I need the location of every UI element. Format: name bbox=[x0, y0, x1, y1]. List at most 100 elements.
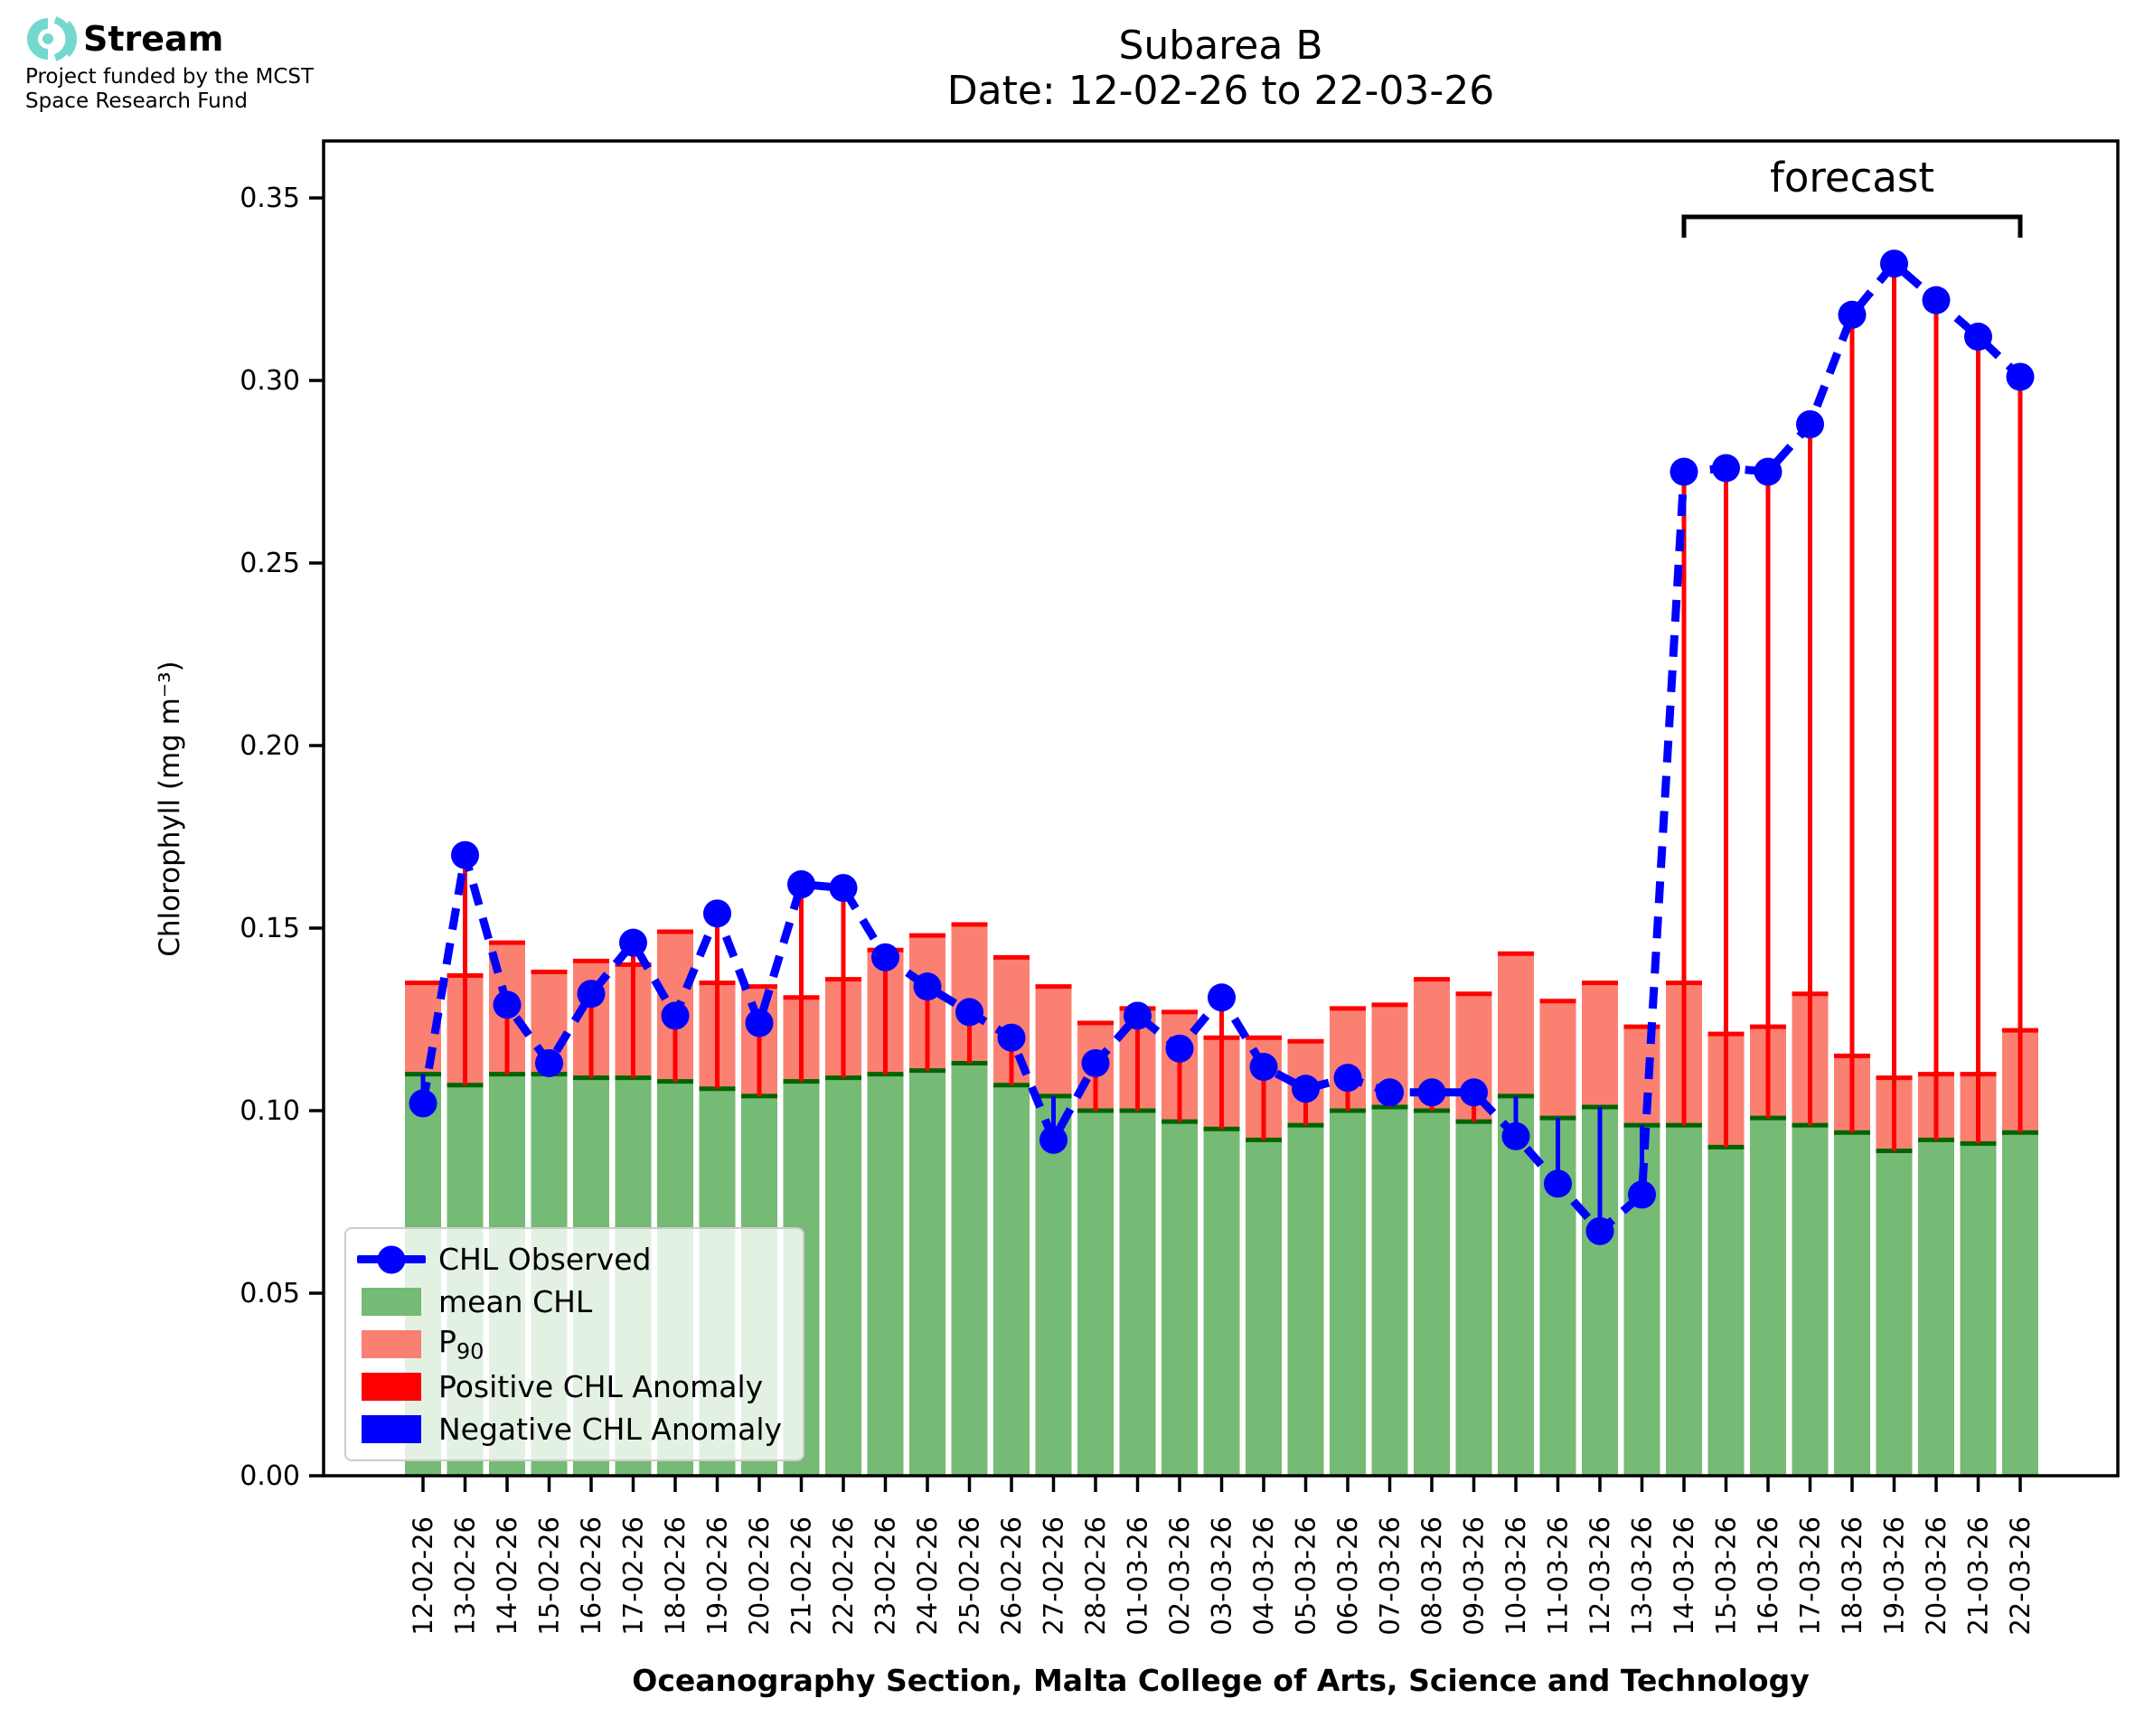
x-tick-label: 18-02-26 bbox=[660, 1516, 691, 1636]
chart-title-line2: Date: 12-02-26 to 22-03-26 bbox=[946, 68, 1495, 114]
x-tick-label: 22-02-26 bbox=[828, 1516, 859, 1636]
x-tick-label: 06-03-26 bbox=[1332, 1516, 1363, 1636]
x-tick-label: 17-02-26 bbox=[618, 1516, 649, 1636]
observed-point bbox=[1460, 1078, 1488, 1107]
observed-point bbox=[1501, 1121, 1530, 1150]
legend-item-positive-anomaly: Positive CHL Anomaly bbox=[355, 1366, 803, 1408]
bar-mean-chl bbox=[1750, 1118, 1786, 1476]
forecast-label: forecast bbox=[1770, 154, 1934, 202]
legend-item-mean-chl: mean CHL bbox=[355, 1281, 803, 1323]
observed-point bbox=[955, 998, 983, 1027]
x-tick-label: 07-03-26 bbox=[1375, 1516, 1406, 1636]
x-tick-label: 03-03-26 bbox=[1207, 1516, 1237, 1636]
bar-mean-chl bbox=[1246, 1140, 1282, 1476]
observed-point bbox=[1628, 1180, 1656, 1209]
bar-mean-chl bbox=[1498, 1095, 1534, 1476]
observed-point bbox=[577, 980, 606, 1009]
x-tick-label: 09-03-26 bbox=[1459, 1516, 1490, 1636]
observed-point bbox=[1249, 1053, 1278, 1082]
x-tick-label: 16-02-26 bbox=[576, 1516, 607, 1636]
y-tick-label: 0.15 bbox=[240, 913, 300, 944]
observed-point bbox=[913, 972, 942, 1001]
y-tick-label: 0.10 bbox=[240, 1095, 300, 1127]
bar-mean-chl bbox=[825, 1077, 861, 1476]
bar-mean-chl bbox=[2002, 1132, 2038, 1476]
observed-point bbox=[1292, 1074, 1320, 1103]
chart-title: Subarea B Date: 12-02-26 to 22-03-26 bbox=[324, 23, 2118, 114]
observed-point bbox=[1417, 1078, 1446, 1107]
observed-point bbox=[1880, 249, 1908, 278]
observed-point bbox=[1544, 1169, 1572, 1198]
observed-point bbox=[1376, 1078, 1404, 1107]
bar-mean-chl bbox=[1960, 1143, 1997, 1476]
bar-mean-chl bbox=[1414, 1111, 1450, 1476]
x-tick-label: 13-02-26 bbox=[450, 1516, 481, 1636]
x-tick-label: 21-02-26 bbox=[786, 1516, 817, 1636]
y-tick-label: 0.35 bbox=[240, 183, 300, 214]
stream-ripple-icon bbox=[27, 16, 78, 61]
y-axis-label: Chlorophyll (mg m⁻³) bbox=[154, 661, 186, 957]
observed-point bbox=[1124, 1001, 1152, 1030]
positive-anomaly-swatch-icon bbox=[362, 1373, 421, 1401]
bar-mean-chl bbox=[909, 1070, 945, 1476]
logo-funding-line2: Space Research Fund bbox=[25, 89, 248, 113]
y-tick-label: 0.05 bbox=[240, 1278, 300, 1309]
observed-point bbox=[2006, 362, 2035, 391]
x-tick-label: 16-03-26 bbox=[1753, 1516, 1783, 1636]
bar-mean-chl bbox=[1792, 1125, 1829, 1476]
x-tick-label: 15-02-26 bbox=[534, 1516, 565, 1636]
y-tick-label: 0.30 bbox=[240, 365, 300, 397]
observed-point bbox=[409, 1089, 437, 1118]
p90-swatch-icon bbox=[362, 1330, 421, 1358]
legend-item-negative-anomaly: Negative CHL Anomaly bbox=[355, 1409, 803, 1450]
observed-point bbox=[1585, 1216, 1614, 1245]
mean-chl-swatch-icon bbox=[362, 1288, 421, 1316]
bar-mean-chl bbox=[1371, 1106, 1408, 1476]
bar-mean-chl bbox=[1707, 1147, 1745, 1476]
bar-mean-chl bbox=[1876, 1150, 1913, 1476]
x-tick-label: 12-03-26 bbox=[1585, 1516, 1615, 1636]
stream-logo: Stream Project funded by the MCST Space … bbox=[25, 16, 314, 114]
x-tick-label: 02-03-26 bbox=[1164, 1516, 1195, 1636]
x-tick-label: 05-03-26 bbox=[1291, 1516, 1322, 1636]
x-tick-label: 22-03-26 bbox=[2005, 1516, 2036, 1636]
bar-mean-chl bbox=[951, 1063, 988, 1476]
x-tick-label: 17-03-26 bbox=[1795, 1516, 1826, 1636]
observed-point bbox=[1208, 983, 1236, 1012]
x-tick-label: 23-02-26 bbox=[870, 1516, 901, 1636]
observed-point bbox=[1712, 454, 1740, 483]
logo-brand: Stream bbox=[83, 19, 224, 59]
bar-mean-chl bbox=[1162, 1121, 1198, 1476]
bar-mean-chl bbox=[1077, 1111, 1114, 1476]
legend-label: Negative CHL Anomaly bbox=[438, 1412, 783, 1447]
observed-point bbox=[829, 874, 858, 903]
x-tick-label: 10-03-26 bbox=[1500, 1516, 1531, 1636]
x-tick-label: 01-03-26 bbox=[1123, 1516, 1153, 1636]
legend: CHL Observed mean CHL P90 Positive CHL A… bbox=[344, 1227, 804, 1461]
forecast-bracket bbox=[1681, 214, 2023, 238]
y-tick-label: 0.20 bbox=[240, 730, 300, 762]
x-tick-label: 11-03-26 bbox=[1543, 1516, 1574, 1636]
observed-point bbox=[787, 870, 815, 899]
observed-point bbox=[1838, 300, 1867, 329]
x-tick-label: 18-03-26 bbox=[1837, 1516, 1867, 1636]
x-tick-label: 20-02-26 bbox=[744, 1516, 775, 1636]
observed-point bbox=[1333, 1064, 1362, 1093]
bar-mean-chl bbox=[1035, 1095, 1072, 1476]
x-tick-label: 08-03-26 bbox=[1416, 1516, 1447, 1636]
legend-label: CHL Observed bbox=[438, 1242, 652, 1277]
bar-mean-chl bbox=[993, 1084, 1030, 1476]
observed-point bbox=[703, 899, 731, 928]
bar-mean-chl bbox=[867, 1074, 904, 1476]
x-tick-label: 27-02-26 bbox=[1039, 1516, 1069, 1636]
x-tick-label: 24-02-26 bbox=[912, 1516, 943, 1636]
observed-point bbox=[1081, 1048, 1110, 1077]
legend-label: P90 bbox=[438, 1324, 484, 1365]
observed-point bbox=[1165, 1034, 1194, 1063]
legend-label: mean CHL bbox=[438, 1284, 593, 1319]
x-tick-label: 14-03-26 bbox=[1669, 1516, 1699, 1636]
x-tick-label: 04-03-26 bbox=[1248, 1516, 1279, 1636]
x-tick-label: 12-02-26 bbox=[408, 1516, 438, 1636]
